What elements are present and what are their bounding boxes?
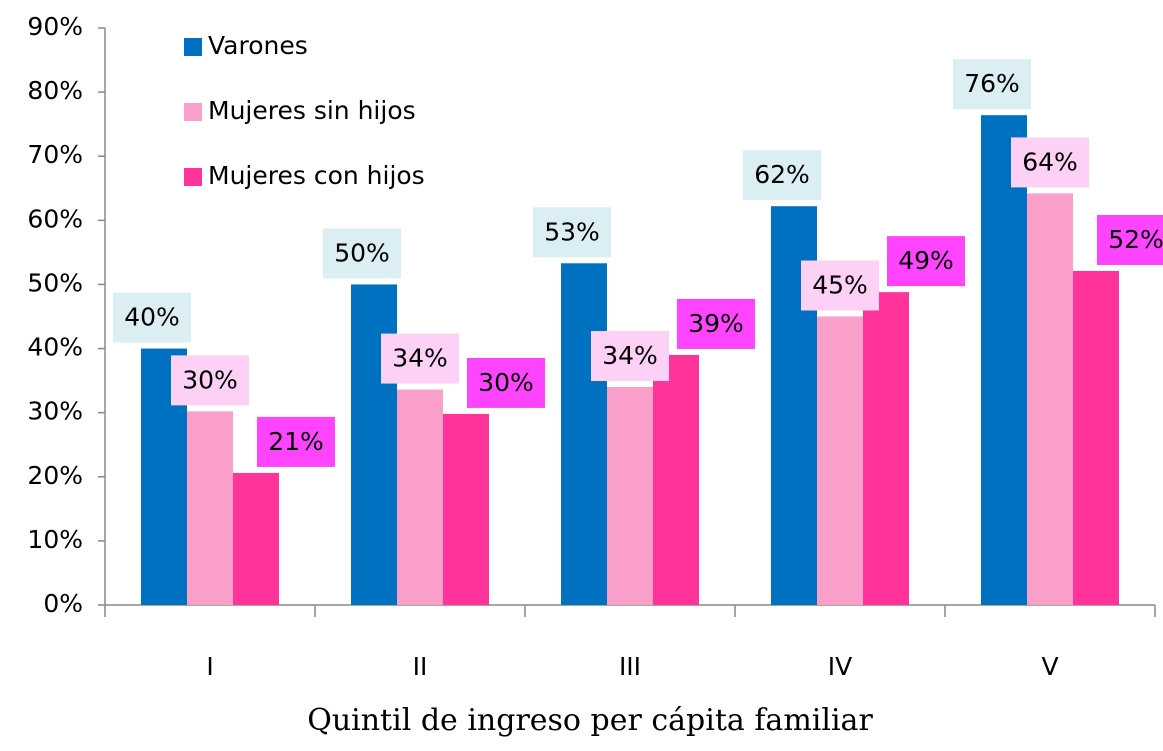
legend-label: Varones (208, 31, 308, 60)
y-tick-label: 20% (27, 461, 83, 490)
legend-swatch (184, 38, 202, 56)
value-label-box (381, 333, 459, 384)
value-label-box (323, 228, 401, 279)
value-label: 49% (898, 246, 954, 275)
value-label-box (1011, 137, 1089, 188)
y-tick-label: 90% (27, 12, 83, 41)
x-tick-label: III (619, 652, 641, 681)
y-tick-label: 40% (27, 333, 83, 362)
x-tick-label: IV (828, 652, 852, 681)
bar (397, 389, 443, 605)
legend-label: Mujeres con hijos (208, 161, 425, 190)
value-label-box (743, 150, 821, 201)
value-label-box (257, 416, 335, 467)
bar (187, 411, 233, 605)
bar (351, 284, 397, 605)
value-label: 45% (812, 271, 868, 300)
value-label: 64% (1022, 147, 1078, 176)
value-label: 62% (754, 160, 810, 189)
value-label-box (591, 331, 669, 382)
y-tick-label: 10% (27, 525, 83, 554)
value-label-box (1097, 214, 1163, 265)
value-label-box (533, 207, 611, 258)
y-tick-label: 70% (27, 140, 83, 169)
bar (653, 354, 699, 605)
value-label-box (677, 298, 755, 349)
value-label: 53% (544, 217, 600, 246)
legend-label: Mujeres sin hijos (208, 96, 416, 125)
legend-swatch (184, 103, 202, 121)
value-label-box (887, 236, 965, 287)
legend-swatch (184, 168, 202, 186)
value-label: 50% (334, 238, 390, 267)
bar (981, 115, 1027, 606)
value-label: 30% (478, 368, 534, 397)
value-label: 39% (688, 309, 744, 338)
value-label: 34% (602, 341, 658, 370)
bar (607, 387, 653, 605)
bar (561, 263, 607, 605)
y-tick-label: 0% (43, 589, 83, 618)
x-tick-label: I (206, 652, 213, 681)
y-tick-label: 50% (27, 268, 83, 297)
x-tick-label: II (413, 652, 428, 681)
x-tick-label: V (1041, 652, 1058, 681)
bar (817, 316, 863, 605)
value-label: 21% (268, 427, 324, 456)
value-label-box (953, 59, 1031, 110)
value-label-box (801, 260, 879, 311)
value-label: 76% (964, 69, 1020, 98)
x-axis-title: Quintil de ingreso per cápita familiar (307, 703, 873, 738)
y-tick-label: 80% (27, 76, 83, 105)
bar (1027, 193, 1073, 605)
y-tick-label: 60% (27, 204, 83, 233)
value-label: 40% (124, 303, 180, 332)
bar (233, 472, 279, 605)
bar (1073, 270, 1119, 605)
value-label-box (467, 357, 545, 408)
bar (443, 413, 489, 605)
value-label: 30% (182, 365, 238, 394)
value-label: 34% (392, 344, 448, 373)
value-label-box (113, 292, 191, 343)
bar (863, 292, 909, 605)
y-tick-label: 30% (27, 397, 83, 426)
value-label: 52% (1108, 225, 1163, 254)
value-label-box (171, 355, 249, 406)
